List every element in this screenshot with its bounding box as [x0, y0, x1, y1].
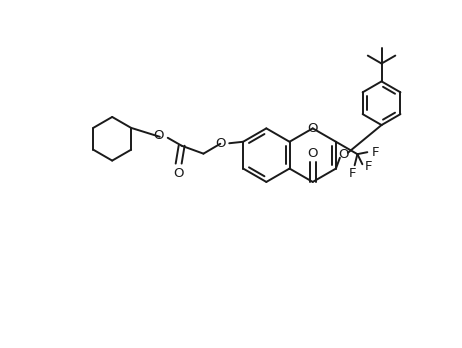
- Text: O: O: [308, 147, 318, 160]
- Text: O: O: [215, 137, 225, 150]
- Text: O: O: [153, 129, 164, 142]
- Text: O: O: [339, 148, 349, 161]
- Text: O: O: [308, 122, 318, 135]
- Text: O: O: [173, 167, 184, 180]
- Text: F: F: [365, 160, 372, 173]
- Text: F: F: [371, 146, 379, 159]
- Text: F: F: [349, 167, 356, 180]
